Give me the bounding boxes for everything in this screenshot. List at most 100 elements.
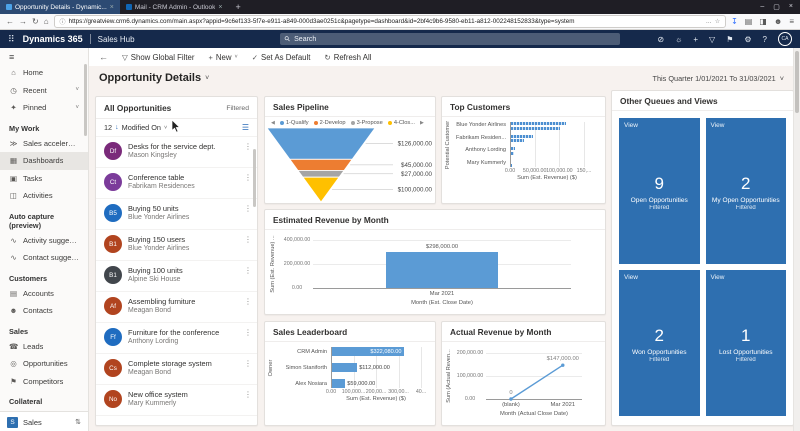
funnel-segment-100-000-00[interactable] xyxy=(302,176,340,203)
maximize-button[interactable]: ▢ xyxy=(773,4,780,11)
tab-close-icon[interactable]: × xyxy=(218,3,223,11)
bar-fabrikam-residen[interactable] xyxy=(510,134,533,138)
data-point-blank[interactable] xyxy=(509,397,513,401)
bar-mar-2021[interactable] xyxy=(386,252,498,288)
sidebar-item-contact-suggestio[interactable]: ∿ Contact suggestio... xyxy=(0,249,88,267)
data-point-mar-2021[interactable] xyxy=(561,363,565,367)
user-avatar[interactable]: CA xyxy=(778,32,792,46)
help-icon[interactable]: ? xyxy=(762,34,767,44)
funnel-segment-126-000-00[interactable] xyxy=(266,127,376,160)
bar-anthony-lording[interactable] xyxy=(510,151,515,155)
home-icon[interactable]: ⌂ xyxy=(43,17,49,26)
sidebar-item-pinned[interactable]: ✦ Pinned ˅ xyxy=(0,99,88,117)
sidebar-item-competitors[interactable]: ⚑ Competitors xyxy=(0,373,88,391)
bar-alex-nosiara[interactable] xyxy=(331,379,345,388)
set-as-default-button[interactable]: ✓ Set As Default xyxy=(252,53,311,62)
dashboard-selector-chevron[interactable]: ˅ xyxy=(205,74,210,82)
browser-tab-opportunity-details-dynamic[interactable]: Opportunity Details - Dynamic... × xyxy=(0,0,120,14)
more-options-icon[interactable]: ⋮ xyxy=(244,266,252,275)
opportunity-item-new-office-system[interactable]: No New office system Mary Kummerly ⋮ xyxy=(96,385,257,416)
bookmark-star-icon[interactable]: ☆ xyxy=(714,19,721,25)
new-tab-button[interactable]: + xyxy=(235,2,241,12)
sidebar-item-sales-accelerator[interactable]: ≫ Sales accelerator xyxy=(0,135,88,153)
opportunity-item-buying-50-units[interactable]: B5 Buying 50 units Blue Yonder Airlines ⋮ xyxy=(96,199,257,230)
more-options-icon[interactable]: ⋮ xyxy=(244,173,252,182)
bar-fabrikam-residen[interactable] xyxy=(510,139,524,142)
new-button[interactable]: + New ˅ xyxy=(208,53,237,62)
sidebar-scrollbar[interactable] xyxy=(84,64,87,136)
reload-icon[interactable]: ↻ xyxy=(32,17,39,26)
funnel-segment-45-000-00[interactable] xyxy=(289,158,353,171)
bar-mary-kummerly[interactable] xyxy=(510,164,512,167)
sidebar-item-opportunities[interactable]: ◎ Opportunities xyxy=(0,355,88,373)
more-options-icon[interactable]: ⋮ xyxy=(244,204,252,213)
bar-crm-admin[interactable] xyxy=(331,347,404,356)
more-options-icon[interactable]: ⋮ xyxy=(244,359,252,368)
sidebar-item-contacts[interactable]: ☻ Contacts xyxy=(0,302,88,320)
flag-icon[interactable]: ⚑ xyxy=(726,34,734,44)
page-actions-icon[interactable]: … xyxy=(705,18,712,25)
sidebar-item-dashboards[interactable]: ▦ Dashboards xyxy=(0,152,88,170)
library-icon[interactable]: ▤ xyxy=(744,17,753,26)
area-switcher[interactable]: S Sales ⇅ xyxy=(0,411,88,431)
sidebar-item-accounts[interactable]: ▤ Accounts xyxy=(0,285,88,303)
view-tile-lost-opportunities[interactable]: View 1 Lost Opportunities Filtered xyxy=(705,270,786,416)
bar-anthony-lording[interactable] xyxy=(510,147,515,150)
refresh-all-button[interactable]: ↻ Refresh All xyxy=(324,53,371,62)
bar-mary-kummerly[interactable] xyxy=(510,159,512,163)
app-launcher-icon[interactable]: ⠿ xyxy=(8,33,16,44)
bar-blue-yonder-airlines[interactable] xyxy=(510,126,560,130)
more-options-icon[interactable]: ⋮ xyxy=(244,390,252,399)
opportunity-item-assembling-furniture[interactable]: Af Assembling furniture Meagan Bond ⋮ xyxy=(96,292,257,323)
url-bar[interactable]: ⓘ https://greatview.crm6.dynamics.com/ma… xyxy=(53,15,727,28)
hamburger-icon[interactable]: ≡ xyxy=(9,52,15,62)
account-icon[interactable]: ☻ xyxy=(773,17,783,26)
opportunity-item-desks-for-the-service-dept[interactable]: Df Desks for the service dept. Mason Kings… xyxy=(96,137,257,168)
tab-close-icon[interactable]: × xyxy=(109,3,114,11)
sidebar-item-activities[interactable]: ◫ Activities xyxy=(0,187,88,205)
sort-descending-icon[interactable]: ↓ xyxy=(115,124,119,131)
quick-create-icon[interactable]: + xyxy=(693,34,699,44)
opportunity-item-furniture-for-the-conference[interactable]: Ff Furniture for the conference Anthony Lo… xyxy=(96,323,257,354)
sidebar-item-leads[interactable]: ☎ Leads xyxy=(0,338,88,356)
global-search-input[interactable]: ⚲ Search xyxy=(280,33,620,45)
sidebar-item-tasks[interactable]: ▣ Tasks xyxy=(0,170,88,188)
more-options-icon[interactable]: ⋮ xyxy=(244,328,252,337)
view-tile-won-opportunities[interactable]: View 2 Won Opportunities Filtered xyxy=(619,270,700,416)
more-options-icon[interactable]: ⋮ xyxy=(244,297,252,306)
legend-scroll-left-icon[interactable]: ◀ xyxy=(271,120,275,126)
view-tile-my-open-opportunities[interactable]: View 2 My Open Opportunities Filtered xyxy=(705,118,786,264)
filter-icon[interactable]: ▽ xyxy=(709,34,716,44)
close-window-button[interactable]: × xyxy=(788,3,793,10)
browser-tab-mail-crm-admin-outlook[interactable]: Mail - CRM Admin - Outlook × xyxy=(120,0,229,14)
opportunity-item-complete-storage-system[interactable]: Cs Complete storage system Meagan Bond ⋮ xyxy=(96,354,257,385)
view-tile-open-opportunities[interactable]: View 9 Open Opportunities Filtered xyxy=(619,118,700,264)
view-selector-icon[interactable]: ☰ xyxy=(241,123,249,132)
more-options-icon[interactable]: ⋮ xyxy=(244,142,252,151)
settings-gear-icon[interactable]: ⚙ xyxy=(744,34,752,44)
scrollbar-thumb[interactable] xyxy=(795,51,799,113)
sidebar-item-activity-suggestions[interactable]: ∿ Activity suggestions xyxy=(0,232,88,250)
forward-icon[interactable]: → xyxy=(19,17,27,26)
sidebar-item-recent[interactable]: ◷ Recent ˅ xyxy=(0,82,88,100)
page-scrollbar[interactable] xyxy=(793,48,800,431)
list-scrollbar[interactable] xyxy=(253,149,256,207)
compass-icon[interactable]: ⊘ xyxy=(657,34,665,44)
date-range-filter[interactable]: This Quarter 1/01/2021 To 31/03/2021 ˅ xyxy=(653,74,784,83)
menu-icon[interactable]: ≡ xyxy=(789,17,794,26)
sort-field[interactable]: Modified On xyxy=(121,123,161,132)
nav-back-icon[interactable]: ← xyxy=(99,52,108,62)
show-global-filter-button[interactable]: ▽ Show Global Filter xyxy=(122,53,194,62)
funnel-segment-27-000-00[interactable] xyxy=(297,170,345,178)
opportunity-item-conference-table[interactable]: Ct Conference table Fabrikam Residences ⋮ xyxy=(96,168,257,199)
downloads-icon[interactable]: ↧ xyxy=(731,17,738,26)
opportunity-item-buying-100-units[interactable]: B1 Buying 100 units Alpine Ski House ⋮ xyxy=(96,261,257,292)
opportunity-item-buying-150-users[interactable]: B1 Buying 150 users Blue Yonder Airlines ⋮ xyxy=(96,230,257,261)
more-options-icon[interactable]: ⋮ xyxy=(244,235,252,244)
bar-blue-yonder-airlines[interactable] xyxy=(510,122,567,125)
minimize-button[interactable]: – xyxy=(760,3,765,10)
sidebar-item-home[interactable]: ⌂ Home xyxy=(0,64,88,82)
back-icon[interactable]: ← xyxy=(6,17,14,26)
legend-scroll-right-icon[interactable]: ▶ xyxy=(420,120,424,126)
bar-simon-staniforth[interactable] xyxy=(331,363,357,372)
